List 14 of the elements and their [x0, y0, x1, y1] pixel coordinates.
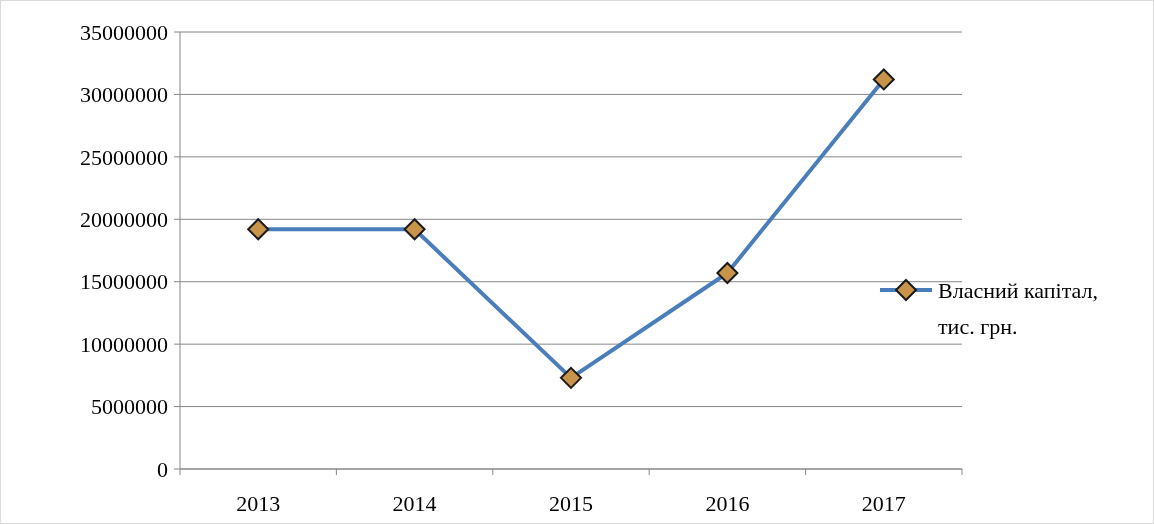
legend-label: Власний капітал, тис. грн.	[938, 277, 1099, 339]
y-tick-label: 15000000	[80, 269, 168, 295]
x-tick-label: 2013	[236, 491, 281, 516]
x-tick-label: 2015	[549, 491, 593, 516]
x-tick-label: 2016	[705, 491, 750, 516]
x-tick-label: 2017	[861, 491, 906, 516]
y-tick-label: 10000000	[80, 331, 168, 357]
y-tick-label: 20000000	[80, 206, 168, 232]
x-tick-label: 2014	[392, 491, 437, 516]
y-tick-label: 0	[157, 456, 168, 482]
y-tick-label: 30000000	[80, 82, 168, 108]
y-tick-label: 5000000	[91, 394, 168, 420]
y-tick-label: 25000000	[80, 144, 168, 170]
y-tick-label: 35000000	[80, 19, 168, 45]
